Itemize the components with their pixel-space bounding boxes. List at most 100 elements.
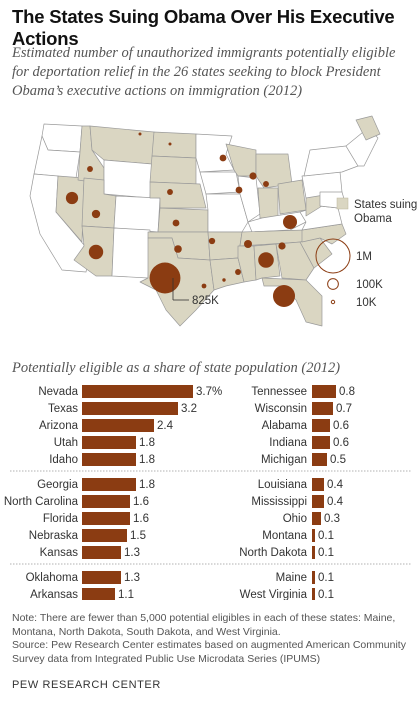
- bar-label-alabama: Alabama: [262, 420, 308, 432]
- state-montana: [89, 125, 155, 165]
- bubble-tennessee: [244, 240, 252, 248]
- size-legend-circle-10k: [330, 299, 336, 305]
- bubble-utah: [91, 209, 101, 219]
- state-maine: [355, 115, 381, 141]
- bar-ohio: [312, 512, 321, 525]
- map-states: [29, 115, 381, 327]
- state-iowa: [199, 171, 241, 195]
- bar-value-mississippi: 0.4: [327, 496, 344, 508]
- bar-value-idaho: 1.8: [139, 454, 155, 466]
- bubble-ohio: [263, 181, 269, 187]
- state-south-dakota: [149, 155, 197, 185]
- bar-value-arkansas: 1.1: [118, 589, 134, 600]
- state-indiana: [257, 187, 279, 219]
- bar-label-georgia: Georgia: [37, 479, 79, 491]
- bar-value-north-dakota: 0.1: [318, 547, 334, 559]
- bars-title: Potentially eligible as a share of state…: [12, 360, 341, 376]
- bar-label-wisconsin: Wisconsin: [255, 403, 307, 415]
- bar-arizona: [82, 419, 154, 432]
- bar-value-ohio: 0.3: [324, 513, 340, 525]
- bar-label-montana: Montana: [262, 530, 307, 542]
- brand-logo-text: PEW RESEARCH CENTER: [12, 679, 161, 691]
- bar-value-wisconsin: 0.7: [336, 403, 352, 415]
- map-legend: States suing Obama 1M 100K 10K: [315, 197, 417, 309]
- bar-label-michigan: Michigan: [261, 454, 307, 466]
- source-text: Source: Pew Research Center estimates ba…: [12, 639, 406, 665]
- chart-subtitle: Estimated number of unauthorized immigra…: [12, 45, 396, 99]
- us-map: States suing Obama 1M 100K 10K 825K: [29, 115, 417, 327]
- state-nevada: [55, 175, 85, 243]
- state-florida: [261, 277, 323, 327]
- state-louisiana: [209, 257, 245, 291]
- chart-title: The States Suing Obama Over His Executiv…: [12, 6, 395, 49]
- bar-label-ohio: Ohio: [283, 513, 307, 525]
- bubble-idaho: [87, 166, 93, 172]
- bubble-georgia: [258, 252, 274, 268]
- state-new-mexico: [111, 227, 151, 279]
- state-ohio: [277, 179, 307, 215]
- bar-label-kansas: Kansas: [40, 547, 79, 559]
- state-wyoming: [103, 159, 153, 199]
- bar-label-indiana: Indiana: [269, 437, 307, 449]
- state-arkansas: [207, 231, 243, 261]
- bar-value-tennessee: 0.8: [339, 386, 355, 398]
- state-colorado: [113, 195, 161, 233]
- size-legend-label-10k: 10K: [356, 297, 377, 309]
- callout-label: 825K: [192, 295, 219, 307]
- bar-montana: [312, 529, 315, 542]
- bubble-montana: [138, 132, 142, 136]
- bar-label-north-dakota: North Dakota: [239, 547, 307, 559]
- bar-georgia: [82, 478, 136, 491]
- bar-arkansas: [82, 588, 115, 600]
- state-minnesota: [195, 133, 235, 173]
- map-bubbles: [65, 132, 298, 308]
- bubble-arkansas: [208, 237, 216, 245]
- size-legend-circle-1m: [315, 238, 351, 274]
- bar-louisiana: [312, 478, 324, 491]
- bar-utah: [82, 436, 136, 449]
- bar-label-texas: Texas: [48, 403, 78, 415]
- bar-label-tennessee: Tennessee: [251, 386, 307, 398]
- bar-idaho: [82, 453, 136, 466]
- bar-north-carolina: [82, 495, 130, 508]
- bar-value-west-virginia: 0.1: [318, 589, 334, 600]
- bar-label-north-carolina: North Carolina: [4, 496, 79, 508]
- bubble-kansas: [172, 219, 180, 227]
- bar-value-north-carolina: 1.6: [133, 496, 149, 508]
- state-new-york: [303, 145, 359, 177]
- bar-label-maine: Maine: [276, 572, 307, 584]
- bar-value-montana: 0.1: [318, 530, 334, 542]
- footnote: Note: There are fewer than 5,000 potenti…: [12, 612, 412, 666]
- state-north-dakota: [151, 131, 197, 159]
- bar-chart: Nevada 3.7% Texas 3.2 Arizona 2.4 Utah 1.8 Idaho…: [4, 385, 412, 600]
- bar-label-louisiana: Louisiana: [258, 479, 308, 491]
- bubble-north-carolina: [282, 214, 298, 230]
- bubble-arizona: [88, 244, 104, 260]
- bubble-oklahoma: [174, 245, 182, 253]
- bar-value-florida: 1.6: [133, 513, 149, 525]
- bar-value-nebraska: 1.5: [130, 530, 146, 542]
- bubble-north-dakota: [168, 142, 172, 146]
- bar-value-georgia: 1.8: [139, 479, 155, 491]
- legend-swatch-label-line1: States suing: [354, 199, 417, 211]
- bar-texas: [82, 402, 178, 415]
- bar-label-utah: Utah: [54, 437, 78, 449]
- state-georgia: [275, 241, 315, 281]
- bar-value-kansas: 1.3: [124, 547, 140, 559]
- bar-value-maine: 0.1: [318, 572, 334, 584]
- bar-value-michigan: 0.5: [330, 454, 346, 466]
- bubble-alabama: [235, 269, 241, 275]
- bar-nevada: [82, 385, 193, 398]
- bar-maine: [312, 571, 315, 584]
- bar-oklahoma: [82, 571, 121, 584]
- legend-swatch: [336, 197, 349, 210]
- state-oregon: [33, 135, 81, 179]
- bar-indiana: [312, 436, 330, 449]
- bubble-nevada: [65, 191, 79, 205]
- bar-value-indiana: 0.6: [333, 437, 349, 449]
- bar-value-nevada: 3.7%: [196, 386, 222, 398]
- bar-label-mississippi: Mississippi: [251, 496, 307, 508]
- bubble-mississippi: [222, 278, 226, 282]
- bar-alabama: [312, 419, 330, 432]
- bubble-texas: [149, 262, 181, 294]
